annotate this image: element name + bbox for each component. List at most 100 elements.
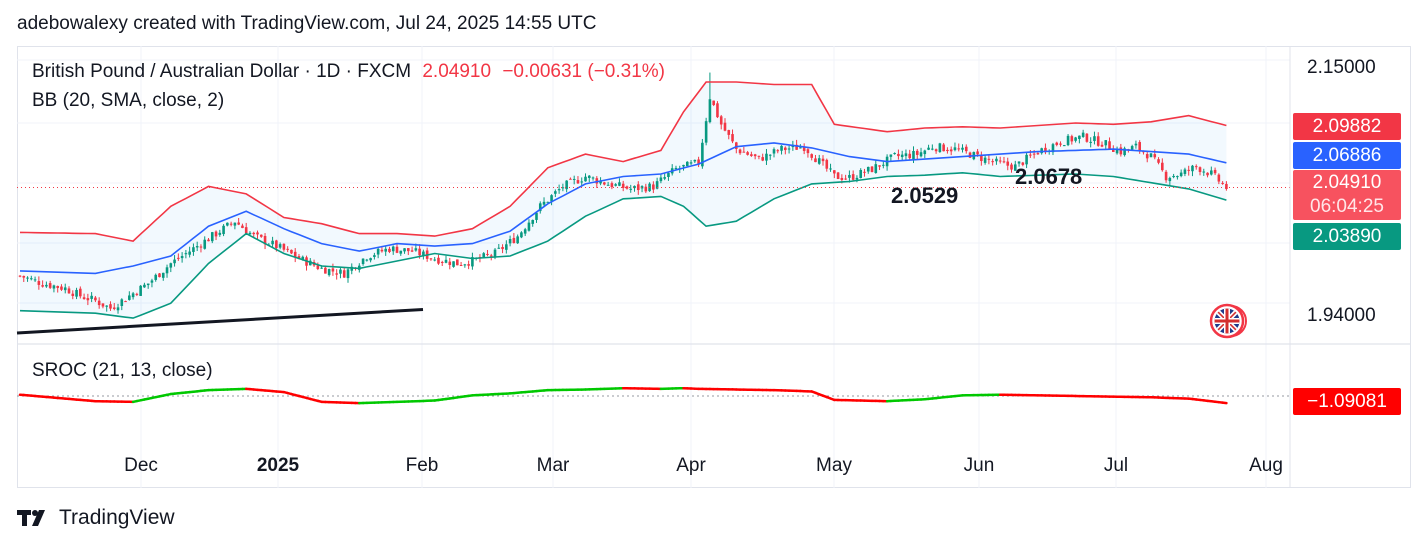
candle-body bbox=[897, 153, 900, 157]
candle-body bbox=[346, 269, 350, 279]
candle bbox=[150, 278, 154, 288]
candle bbox=[531, 219, 535, 227]
candle-body bbox=[1115, 149, 1119, 154]
x-label-jul: Jul bbox=[1103, 455, 1129, 476]
candle-body bbox=[94, 297, 97, 301]
candle bbox=[116, 303, 120, 314]
candle bbox=[1191, 164, 1194, 177]
candle bbox=[501, 244, 504, 254]
candle-body bbox=[701, 142, 704, 167]
candle bbox=[723, 118, 727, 132]
candle bbox=[18, 275, 22, 278]
candle bbox=[1108, 137, 1111, 150]
candle bbox=[335, 269, 338, 280]
legend-symbol[interactable]: British Pound / Australian Dollar · 1D ·… bbox=[32, 61, 665, 83]
candle-body bbox=[708, 99, 712, 123]
candle-body bbox=[866, 166, 870, 172]
candle-body bbox=[440, 261, 444, 263]
candle-body bbox=[286, 248, 289, 250]
candle-body bbox=[1096, 136, 1100, 146]
candle bbox=[1176, 175, 1179, 180]
candle-body bbox=[173, 259, 176, 264]
annotation-low-may: 2.0529 bbox=[891, 183, 959, 208]
candle-body bbox=[606, 184, 610, 186]
candle-body bbox=[369, 258, 372, 261]
candle bbox=[923, 149, 927, 159]
candle bbox=[938, 142, 942, 153]
candle bbox=[327, 268, 331, 277]
candle bbox=[1183, 167, 1187, 177]
candle bbox=[757, 155, 761, 160]
candle-body bbox=[282, 243, 286, 250]
candle bbox=[71, 290, 75, 300]
uk-flag-icon[interactable] bbox=[1209, 303, 1247, 339]
tradingview-brand[interactable]: TradingView bbox=[17, 506, 175, 530]
candle-body bbox=[697, 159, 700, 165]
candle bbox=[584, 173, 587, 182]
x-label-feb: Feb bbox=[405, 455, 439, 476]
candle-body bbox=[836, 172, 840, 179]
candle-body bbox=[505, 244, 508, 250]
candle bbox=[844, 174, 847, 181]
candle bbox=[889, 154, 893, 162]
candle-body bbox=[90, 295, 93, 299]
legend-sroc[interactable]: SROC (21, 13, close) bbox=[32, 360, 213, 381]
candle-body bbox=[976, 151, 979, 155]
candle-body bbox=[56, 285, 59, 288]
candle-body bbox=[467, 264, 470, 266]
candle-body bbox=[1149, 153, 1153, 158]
candle bbox=[1025, 151, 1028, 169]
candle-body bbox=[1089, 141, 1092, 143]
candle-body bbox=[1112, 149, 1115, 152]
candle bbox=[882, 160, 885, 169]
candle-body bbox=[1051, 144, 1055, 153]
candle-body bbox=[919, 152, 923, 157]
candle bbox=[776, 149, 780, 154]
candle-body bbox=[1213, 169, 1217, 174]
candle bbox=[180, 252, 184, 263]
candle bbox=[663, 172, 666, 181]
candle-body bbox=[983, 157, 987, 163]
candle-body bbox=[339, 269, 342, 274]
candle bbox=[768, 154, 772, 160]
candle-body bbox=[320, 267, 323, 269]
candle-body bbox=[991, 161, 994, 163]
candle-body bbox=[263, 235, 267, 245]
candle-body bbox=[927, 147, 930, 150]
candle bbox=[863, 168, 866, 177]
candle-body bbox=[1021, 162, 1025, 165]
candle bbox=[437, 254, 440, 265]
candle bbox=[248, 231, 252, 236]
candle bbox=[735, 141, 738, 154]
candle-body bbox=[293, 251, 297, 258]
candle bbox=[94, 295, 97, 303]
candle-body bbox=[180, 256, 184, 259]
candle-body bbox=[689, 162, 693, 164]
x-label-2025: 2025 bbox=[256, 455, 300, 476]
candle-body bbox=[750, 154, 753, 156]
candle-body bbox=[516, 236, 519, 244]
candle bbox=[780, 145, 783, 155]
candle-body bbox=[71, 293, 75, 296]
candle-body bbox=[1119, 147, 1123, 155]
candle bbox=[497, 243, 501, 249]
candle-body bbox=[591, 177, 595, 179]
candle bbox=[527, 219, 531, 232]
candle bbox=[48, 280, 52, 290]
legend-bb[interactable]: BB (20, SMA, close, 2) bbox=[32, 90, 225, 111]
candle bbox=[919, 147, 923, 158]
candle-body bbox=[226, 222, 229, 226]
candle bbox=[440, 260, 444, 267]
candle-body bbox=[772, 149, 776, 154]
candle-body bbox=[388, 248, 391, 252]
candle bbox=[550, 194, 553, 206]
candle bbox=[467, 260, 470, 270]
candle bbox=[991, 158, 994, 166]
candle bbox=[131, 291, 135, 300]
candle-body bbox=[1153, 154, 1157, 158]
candle bbox=[833, 170, 836, 179]
candle-body bbox=[1168, 177, 1172, 182]
candle-body bbox=[456, 259, 459, 266]
candle-body bbox=[146, 283, 150, 286]
